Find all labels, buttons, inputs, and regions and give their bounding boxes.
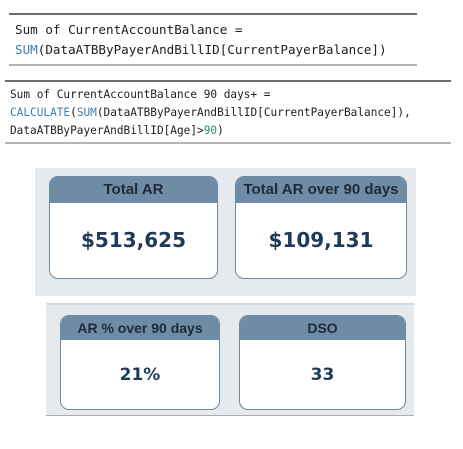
dax-paren: (: [70, 106, 77, 119]
kpi-card-value: $513,625: [80, 228, 186, 252]
kpi-card-value: 21%: [119, 365, 161, 385]
measure-filter-line: DataATBByPayerAndBillID[Age]>90): [10, 122, 451, 140]
kpi-card-value: $109,131: [268, 228, 374, 252]
kpi-card-value: 33: [310, 365, 335, 385]
dax-filter-number: 90: [203, 124, 218, 137]
dax-filter-column: DataATBByPayerAndBillID[Age]>: [10, 124, 204, 137]
dax-function-calculate: CALCULATE: [10, 106, 71, 119]
measure-definition-line: Sum of CurrentAccountBalance 90 days+ =: [10, 88, 271, 101]
measure-expression-line: SUM(DataATBByPayerAndBillID[CurrentPayer…: [15, 40, 417, 60]
kpi-card-title: AR % over 90 days: [61, 316, 219, 340]
measure-definition-line: Sum of CurrentAccountBalance =: [15, 22, 243, 37]
dax-argument: (DataATBByPayerAndBillID[CurrentPayerBal…: [37, 42, 387, 57]
measure-ar-90-code: Sum of CurrentAccountBalance 90 days+ = …: [5, 80, 451, 144]
kpi-card-total-ar-over-90[interactable]: Total AR over 90 days $109,131: [235, 176, 407, 279]
kpi-card-title: Total AR over 90 days: [236, 177, 406, 203]
kpi-card-title: DSO: [240, 316, 405, 340]
dax-close-paren: ): [217, 124, 224, 137]
dax-argument: (DataATBByPayerAndBillID[CurrentPayerBal…: [96, 106, 411, 119]
kpi-card-ar-percent-over-90[interactable]: AR % over 90 days 21%: [60, 315, 220, 410]
dax-function-sum: SUM: [15, 42, 38, 57]
dax-function-sum: SUM: [76, 106, 97, 119]
measure-total-ar-code: Sum of CurrentAccountBalance = SUM(DataA…: [9, 13, 417, 66]
kpi-card-title: Total AR: [50, 177, 217, 203]
kpi-card-total-ar[interactable]: Total AR $513,625: [49, 176, 218, 279]
kpi-card-dso[interactable]: DSO 33: [239, 315, 406, 410]
measure-expression-line: CALCULATE(SUM(DataATBByPayerAndBillID[Cu…: [10, 104, 451, 122]
